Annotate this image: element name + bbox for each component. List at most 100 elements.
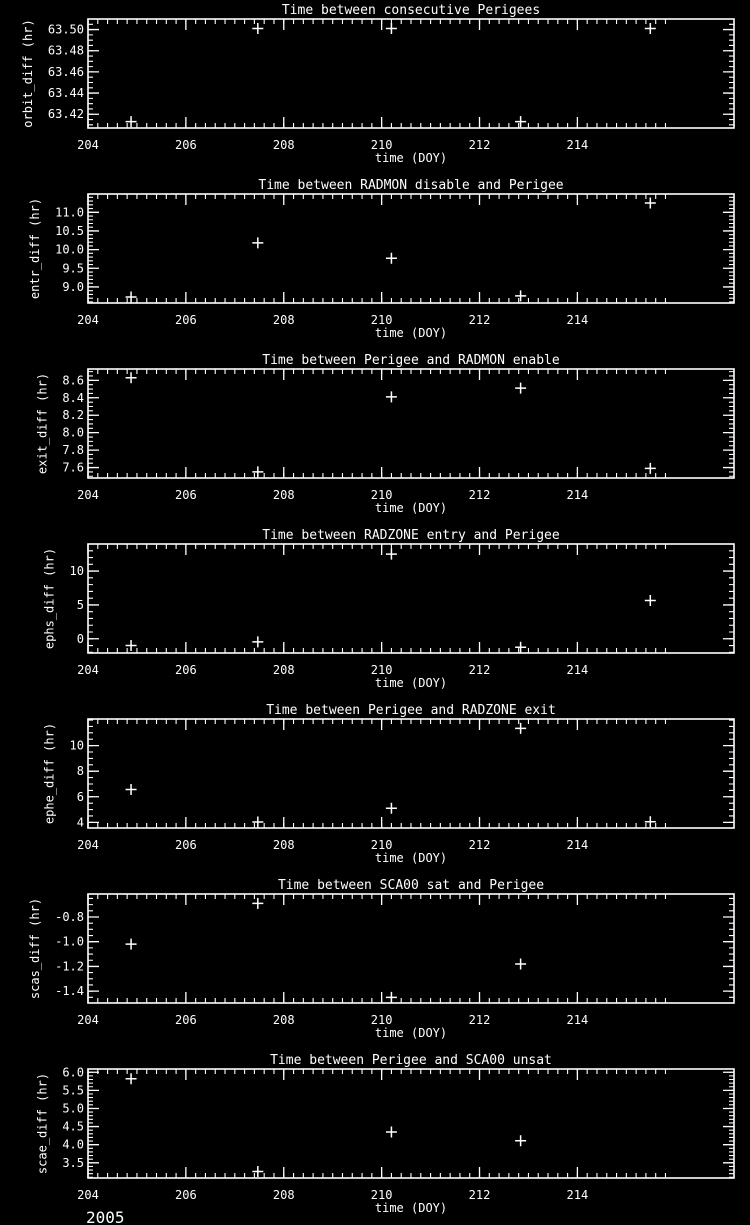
x-tick-label: 208 [273,138,295,152]
x-axis-label: time (DOY) [375,501,447,515]
y-tick-label: -1.4 [55,984,84,998]
y-tick-label: 63.44 [48,86,84,100]
x-axis-label: time (DOY) [375,676,447,690]
subplot-canvas: Time between Perigee and RADZONE exit 204… [0,700,750,875]
y-tick-label: -1.0 [55,935,84,949]
plot-perigee-radzone-exit: Time between Perigee and RADZONE exit 204… [0,700,750,875]
x-tick-label: 210 [371,1188,393,1202]
subplot-canvas: Time between SCA00 sat and Perigee 204 206… [0,875,750,1050]
y-tick-label: 8.6 [62,373,84,387]
y-tick-label: 8.2 [62,408,84,422]
plot-title: Time between consecutive Perigees [282,3,540,18]
x-tick-label: 210 [371,138,393,152]
plot-background [0,525,750,700]
major-ticks [87,544,734,653]
y-tick-label: 6.0 [62,1065,84,1079]
x-tick-label: 208 [273,1188,295,1202]
y-tick-label: 8.0 [62,426,84,440]
x-tick-label: 212 [469,1188,491,1202]
x-tick-label: 212 [469,488,491,502]
data-point-markers [125,1073,527,1177]
x-axis-label: time (DOY) [375,1201,447,1215]
x-tick-label: 210 [371,663,393,677]
y-tick-label: 11.0 [55,205,84,219]
plot-title: Time between SCA00 sat and Perigee [278,878,544,893]
x-tick-label: 206 [175,313,197,327]
plot-perigee-radmon-enable: Time between Perigee and RADMON enable 20… [0,350,750,525]
y-tick-label: 7.8 [62,443,84,457]
y-tick-label: 5.5 [62,1083,84,1097]
plot-consecutive-perigees: Time between consecutive Perigees 204 206 2… [0,0,750,175]
x-tick-label: 204 [77,838,99,852]
plot-title: Time between Perigee and SCA00 unsat [270,1053,552,1068]
x-tick-label: 212 [469,138,491,152]
y-tick-label: 4.0 [62,1138,84,1152]
major-ticks [87,369,734,478]
subplot-canvas: Time between Perigee and SCA00 unsat 204 2… [0,1050,750,1225]
x-tick-label: 214 [567,138,589,152]
y-tick-label: 0 [77,632,84,646]
major-ticks [87,719,734,828]
plot-title: Time between Perigee and RADMON enable [262,353,560,368]
x-axis-label: time (DOY) [375,326,447,340]
y-tick-label: 63.46 [48,65,84,79]
y-axis-label: exit_diff (hr) [35,373,49,474]
y-tick-label: 5 [77,598,84,612]
plot-background [0,700,750,875]
x-axis-label: time (DOY) [375,151,447,165]
x-axis-label: time (DOY) [375,1026,447,1040]
subplot-canvas: Time between consecutive Perigees 204 206 2… [0,0,750,175]
x-tick-label: 214 [567,663,589,677]
plot-background [0,175,750,350]
subplot-canvas: Time between RADMON disable and Perigee 2… [0,175,750,350]
x-tick-label: 204 [77,1013,99,1027]
x-tick-label: 206 [175,1013,197,1027]
x-tick-label: 206 [175,1188,197,1202]
plot-background [0,1050,750,1225]
y-tick-label: 8.4 [62,391,84,405]
x-tick-label: 212 [469,1013,491,1027]
x-tick-label: 214 [567,1013,589,1027]
plot-background [0,350,750,525]
y-tick-label: 10.0 [55,243,84,257]
x-tick-label: 204 [77,663,99,677]
x-tick-label: 204 [77,138,99,152]
plot-radzone-entry-perigee: Time between RADZONE entry and Perigee 20… [0,525,750,700]
y-axis-label: orbit_diff (hr) [21,19,35,127]
y-tick-label: 9.5 [62,261,84,275]
y-tick-label: 63.42 [48,107,84,121]
y-tick-label: 7.6 [62,461,84,475]
x-tick-label: 206 [175,663,197,677]
x-tick-label: 210 [371,838,393,852]
subplot-canvas: Time between RADZONE entry and Perigee 20… [0,525,750,700]
data-point-markers [125,372,656,478]
x-tick-label: 206 [175,488,197,502]
x-tick-label: 214 [567,313,589,327]
x-tick-label: 210 [371,488,393,502]
y-tick-label: 8 [77,764,84,778]
x-tick-label: 208 [273,313,295,327]
x-tick-label: 208 [273,838,295,852]
x-tick-label: 212 [469,838,491,852]
x-tick-label: 214 [567,1188,589,1202]
y-tick-label: 5.0 [62,1101,84,1115]
major-ticks [87,1069,734,1178]
subplot-canvas: Time between Perigee and RADMON enable 20… [0,350,750,525]
y-tick-label: 9.0 [62,280,84,294]
x-tick-label: 208 [273,488,295,502]
x-tick-label: 204 [77,488,99,502]
major-ticks [87,19,734,128]
plot-title: Time between Perigee and RADZONE exit [266,703,556,718]
y-tick-label: 3.5 [62,1156,84,1170]
year-label: 2005 [86,1208,125,1225]
x-tick-label: 208 [273,1013,295,1027]
x-tick-label: 210 [371,313,393,327]
y-tick-label: 10 [70,739,84,753]
x-tick-label: 208 [273,663,295,677]
x-tick-label: 204 [77,1188,99,1202]
plot-radmon-disable-perigee: Time between RADMON disable and Perigee 2… [0,175,750,350]
y-tick-label: 63.48 [48,44,84,58]
plot-background [0,875,750,1050]
y-axis-label: scae_diff (hr) [35,1073,49,1174]
